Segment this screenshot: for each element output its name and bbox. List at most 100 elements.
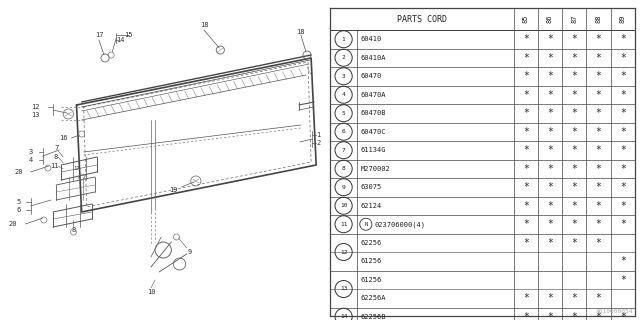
Text: *: * (596, 238, 602, 248)
Text: 89: 89 (620, 15, 626, 23)
Text: 60470: 60470 (361, 73, 382, 79)
Text: 60470B: 60470B (361, 110, 387, 116)
Text: 16: 16 (59, 135, 67, 141)
Text: 63075: 63075 (361, 184, 382, 190)
Text: *: * (572, 312, 577, 320)
Text: 61256: 61256 (361, 277, 382, 283)
Text: *: * (572, 34, 577, 44)
Text: *: * (523, 145, 529, 155)
Text: 20: 20 (14, 169, 22, 175)
Text: *: * (596, 293, 602, 303)
Text: 60470C: 60470C (361, 129, 387, 135)
Text: 2: 2 (342, 55, 346, 60)
Text: *: * (523, 182, 529, 192)
Text: *: * (523, 238, 529, 248)
Text: *: * (572, 127, 577, 137)
Text: *: * (572, 71, 577, 81)
Text: 5: 5 (342, 111, 346, 116)
Text: *: * (547, 145, 553, 155)
Text: 6: 6 (342, 129, 346, 134)
Text: *: * (620, 127, 626, 137)
Text: 87: 87 (572, 15, 577, 23)
Text: *: * (596, 164, 602, 174)
Text: *: * (572, 164, 577, 174)
Text: *: * (547, 219, 553, 229)
Text: *: * (523, 312, 529, 320)
Text: 023706000(4): 023706000(4) (375, 221, 426, 228)
Text: *: * (523, 201, 529, 211)
Text: *: * (523, 293, 529, 303)
Text: *: * (572, 201, 577, 211)
Text: *: * (547, 127, 553, 137)
Text: 88: 88 (596, 15, 602, 23)
Text: 3: 3 (28, 149, 33, 155)
Text: 5: 5 (16, 199, 20, 205)
Text: PARTS CORD: PARTS CORD (397, 14, 447, 23)
Text: *: * (620, 90, 626, 100)
Text: 14: 14 (340, 314, 348, 319)
Text: *: * (547, 312, 553, 320)
Text: 7: 7 (54, 145, 58, 151)
Text: 10: 10 (147, 289, 156, 295)
Text: 62124: 62124 (361, 203, 382, 209)
Text: *: * (547, 238, 553, 248)
Text: *: * (547, 34, 553, 44)
Text: *: * (620, 108, 626, 118)
Text: 19: 19 (169, 187, 178, 193)
Text: 12: 12 (340, 250, 348, 254)
Text: *: * (620, 275, 626, 285)
Text: 14: 14 (116, 37, 125, 43)
Text: *: * (547, 201, 553, 211)
Text: 1: 1 (316, 132, 321, 138)
Text: 4: 4 (342, 92, 346, 97)
Text: *: * (572, 53, 577, 63)
Text: *: * (620, 219, 626, 229)
Text: 11: 11 (50, 163, 58, 169)
Text: *: * (620, 182, 626, 192)
Text: *: * (572, 238, 577, 248)
Text: *: * (523, 71, 529, 81)
Text: 60410: 60410 (361, 36, 382, 42)
Text: *: * (596, 312, 602, 320)
Text: N: N (364, 222, 367, 227)
Text: A610000054: A610000054 (595, 309, 633, 314)
Text: *: * (596, 34, 602, 44)
Text: *: * (523, 164, 529, 174)
Text: *: * (596, 201, 602, 211)
Text: 17: 17 (73, 165, 80, 171)
Text: *: * (620, 53, 626, 63)
Text: *: * (596, 127, 602, 137)
Text: *: * (572, 182, 577, 192)
Text: *: * (547, 90, 553, 100)
Text: 13: 13 (340, 286, 348, 292)
Text: *: * (547, 108, 553, 118)
Text: 8: 8 (54, 154, 58, 160)
Text: *: * (572, 293, 577, 303)
Text: 10: 10 (340, 203, 348, 208)
Text: *: * (596, 145, 602, 155)
Text: *: * (596, 182, 602, 192)
Text: *: * (572, 219, 577, 229)
Text: 17: 17 (95, 32, 103, 38)
Text: 85: 85 (523, 15, 529, 23)
Text: *: * (547, 182, 553, 192)
Text: 1: 1 (342, 37, 346, 42)
Text: *: * (547, 164, 553, 174)
Text: *: * (620, 256, 626, 266)
Text: *: * (572, 90, 577, 100)
Text: 86: 86 (547, 15, 553, 23)
Text: *: * (523, 127, 529, 137)
Text: 13: 13 (31, 112, 40, 118)
Text: 20: 20 (8, 221, 17, 227)
Text: *: * (547, 71, 553, 81)
Text: *: * (596, 53, 602, 63)
Text: *: * (523, 90, 529, 100)
Text: 15: 15 (124, 32, 132, 38)
Text: *: * (620, 312, 626, 320)
Text: *: * (572, 145, 577, 155)
Text: M270002: M270002 (361, 166, 390, 172)
Text: *: * (620, 201, 626, 211)
Text: 9: 9 (342, 185, 346, 190)
Text: 6: 6 (16, 207, 20, 213)
Text: 3: 3 (342, 74, 346, 79)
